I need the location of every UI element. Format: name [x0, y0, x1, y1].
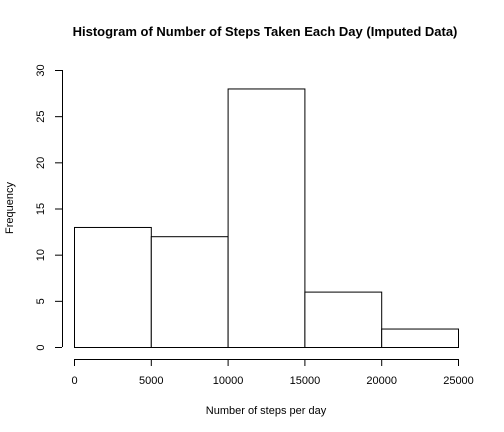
histogram-bar-0 — [74, 226, 152, 348]
y-tick-label-5: 25 — [35, 111, 47, 123]
y-tick-label-1: 5 — [35, 298, 47, 304]
histogram-bar-1 — [150, 236, 229, 348]
histogram-bar-4 — [381, 328, 460, 348]
x-tick-label-2: 10000 — [213, 375, 244, 387]
y-tick-label-4: 20 — [35, 157, 47, 169]
x-tick-label-4: 20000 — [366, 375, 397, 387]
x-tick-label-5: 25000 — [443, 375, 474, 387]
histogram-bar-2 — [227, 88, 306, 348]
y-tick-label-2: 10 — [35, 249, 47, 261]
y-axis-label: Frequency — [4, 182, 16, 234]
bars-group — [74, 88, 460, 349]
y-tick-label-6: 30 — [35, 64, 47, 76]
x-axis: 0 5000 10000 15000 20000 25000 — [71, 359, 474, 387]
y-axis: 0 5 10 15 20 25 30 — [35, 64, 63, 351]
x-tick-label-1: 5000 — [139, 375, 163, 387]
x-tick-label-0: 0 — [71, 375, 77, 387]
chart-title: Histogram of Number of Steps Taken Each … — [73, 24, 458, 39]
x-axis-label: Number of steps per day — [206, 405, 327, 417]
histogram-bar-3 — [304, 291, 383, 349]
y-tick-label-3: 15 — [35, 203, 47, 215]
x-tick-label-3: 15000 — [290, 375, 321, 387]
y-tick-label-0: 0 — [35, 344, 47, 350]
